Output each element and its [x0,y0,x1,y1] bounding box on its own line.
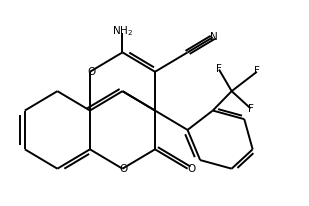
Text: F: F [248,104,253,114]
Text: NH$_2$: NH$_2$ [112,24,133,38]
Text: N: N [210,32,218,42]
Text: F: F [216,64,222,74]
Text: F: F [254,66,260,76]
Text: O: O [87,67,95,77]
Text: O: O [119,164,127,174]
Text: O: O [187,164,195,174]
